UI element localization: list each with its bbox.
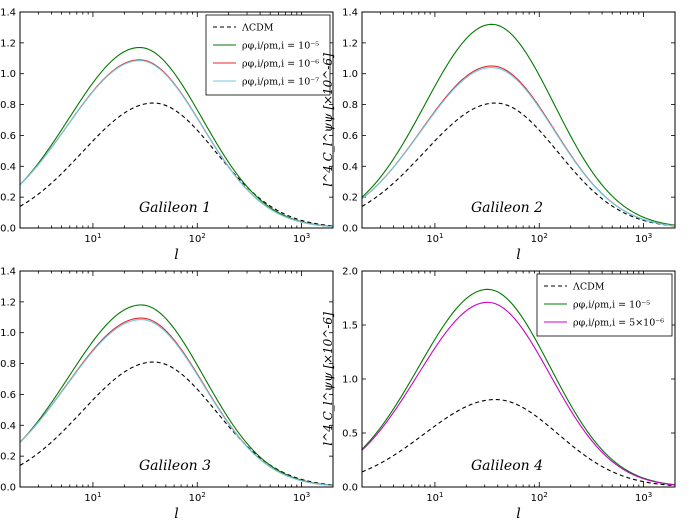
- x-tick-label: 101: [426, 232, 443, 245]
- y-tick-label: 0.0: [0, 224, 16, 235]
- legend-box: [536, 273, 673, 337]
- legend-label: ΛCDM: [241, 23, 274, 34]
- y-tick-label: 0.0: [342, 224, 358, 235]
- y-tick-label: 0.0: [0, 483, 16, 494]
- y-tick-label: 0.6: [0, 131, 16, 142]
- panel-2: 0.0 0.2 0.4 0.6 0.8 1.0 1.2 1.4 101 102 103 l l^4 C_…: [321, 8, 676, 263]
- legend-label: ΛCDM: [572, 282, 605, 293]
- legend-label: ρφ,i/ρm,i = 10⁻⁵: [242, 41, 319, 52]
- y-tick-label: 1.2: [0, 38, 16, 49]
- y-tick-label: 0.8: [342, 100, 358, 111]
- panel-annotation: Galileon 4: [471, 458, 543, 474]
- series-line: [20, 60, 333, 228]
- legend-label: ρφ,i/ρm,i = 10⁻⁶: [242, 59, 319, 70]
- series-line: [20, 319, 333, 487]
- x-tick-label: 101: [84, 491, 101, 504]
- x-tick-label: 102: [189, 232, 206, 245]
- x-tick-label: 102: [531, 491, 548, 504]
- panel-4: 0.0 0.5 1.0 1.5 2.0 101 102 103 l l^4 C_l^ψψ [×10…: [321, 267, 676, 522]
- legend-label: ρφ,i/ρm,i = 5×10⁻⁶: [573, 318, 664, 329]
- y-tick-label: 1.4: [0, 8, 16, 19]
- x-tick-label: 101: [426, 491, 443, 504]
- y-tick-label: 1.5: [342, 321, 358, 332]
- legend: ΛCDM ρφ,i/ρm,i = 10⁻⁵ ρφ,i/ρm,i = 5×10⁻⁶: [536, 273, 673, 337]
- y-tick-label: 0.4: [342, 162, 358, 173]
- x-axis-label: l: [174, 506, 178, 522]
- legend-box: [205, 14, 331, 96]
- x-tick-label: 103: [293, 491, 310, 504]
- panel-annotation: Galileon 2: [471, 200, 543, 216]
- y-tick-label: 1.0: [0, 328, 16, 339]
- series-line: [362, 301, 675, 486]
- y-tick-label: 0.8: [0, 359, 16, 370]
- x-axis-label: l: [516, 506, 520, 522]
- x-tick-label: 103: [635, 232, 652, 245]
- y-tick-label: 0.2: [342, 193, 358, 204]
- y-tick-label: 1.0: [342, 69, 358, 80]
- y-tick-label: 1.2: [0, 297, 16, 308]
- y-tick-label: 1.0: [0, 69, 16, 80]
- x-tick-label: 103: [293, 232, 310, 245]
- series-line: [362, 66, 675, 227]
- y-axis-label: l^4 C_l^ψψ [×10^-6]: [321, 53, 335, 187]
- y-tick-label: 0.2: [0, 193, 16, 204]
- y-tick-label: 0.2: [0, 452, 16, 463]
- plot-frame: [19, 270, 334, 488]
- legend: ΛCDM ρφ,i/ρm,i = 10⁻⁵ ρφ,i/ρm,i = 10⁻⁶ ρφ,i…: [205, 14, 331, 96]
- panel-1: 0.0 0.2 0.4 0.6 0.8 1.0 1.2 1.4 101 102 103 l l^4 C_…: [0, 8, 334, 263]
- y-tick-label: 2.0: [342, 267, 358, 278]
- y-tick-label: 0.6: [0, 390, 16, 401]
- panel-annotation: Galileon 1: [139, 200, 211, 216]
- x-tick-label: 103: [635, 491, 652, 504]
- y-tick-label: 1.4: [0, 267, 16, 278]
- y-tick-label: 0.5: [342, 429, 358, 440]
- x-axis-label: l: [516, 247, 520, 263]
- series-line: [20, 361, 333, 486]
- y-tick-label: 0.8: [0, 100, 16, 111]
- plot-frame: [361, 270, 676, 488]
- y-tick-label: 0.4: [0, 162, 16, 173]
- x-tick-label: 101: [84, 232, 101, 245]
- y-tick-label: 1.2: [342, 38, 358, 49]
- y-tick-label: 0.6: [342, 131, 358, 142]
- series-line: [20, 102, 333, 227]
- series-line: [362, 398, 675, 487]
- series-line: [20, 304, 333, 486]
- plot-frame: [19, 11, 334, 229]
- y-tick-label: 0.4: [0, 421, 16, 432]
- legend-label: ρφ,i/ρm,i = 10⁻⁷: [242, 77, 319, 88]
- series-line: [362, 102, 675, 227]
- x-axis-label: l: [174, 247, 178, 263]
- x-tick-label: 102: [189, 491, 206, 504]
- y-axis-label: l^4 C_l^ψψ [×10^-6]: [321, 312, 335, 446]
- y-tick-label: 1.4: [342, 8, 358, 19]
- panel-3: 0.0 0.2 0.4 0.6 0.8 1.0 1.2 1.4 101 102 103 l l^4 C_…: [0, 267, 334, 522]
- series-line: [362, 23, 675, 226]
- panel-annotation: Galileon 3: [139, 458, 211, 474]
- series-line: [362, 288, 675, 486]
- legend-label: ρφ,i/ρm,i = 10⁻⁵: [573, 300, 650, 311]
- series-line: [20, 46, 333, 228]
- plot-frame: [361, 11, 676, 229]
- x-tick-label: 102: [531, 232, 548, 245]
- y-tick-label: 0.0: [342, 483, 358, 494]
- y-tick-label: 1.0: [342, 375, 358, 386]
